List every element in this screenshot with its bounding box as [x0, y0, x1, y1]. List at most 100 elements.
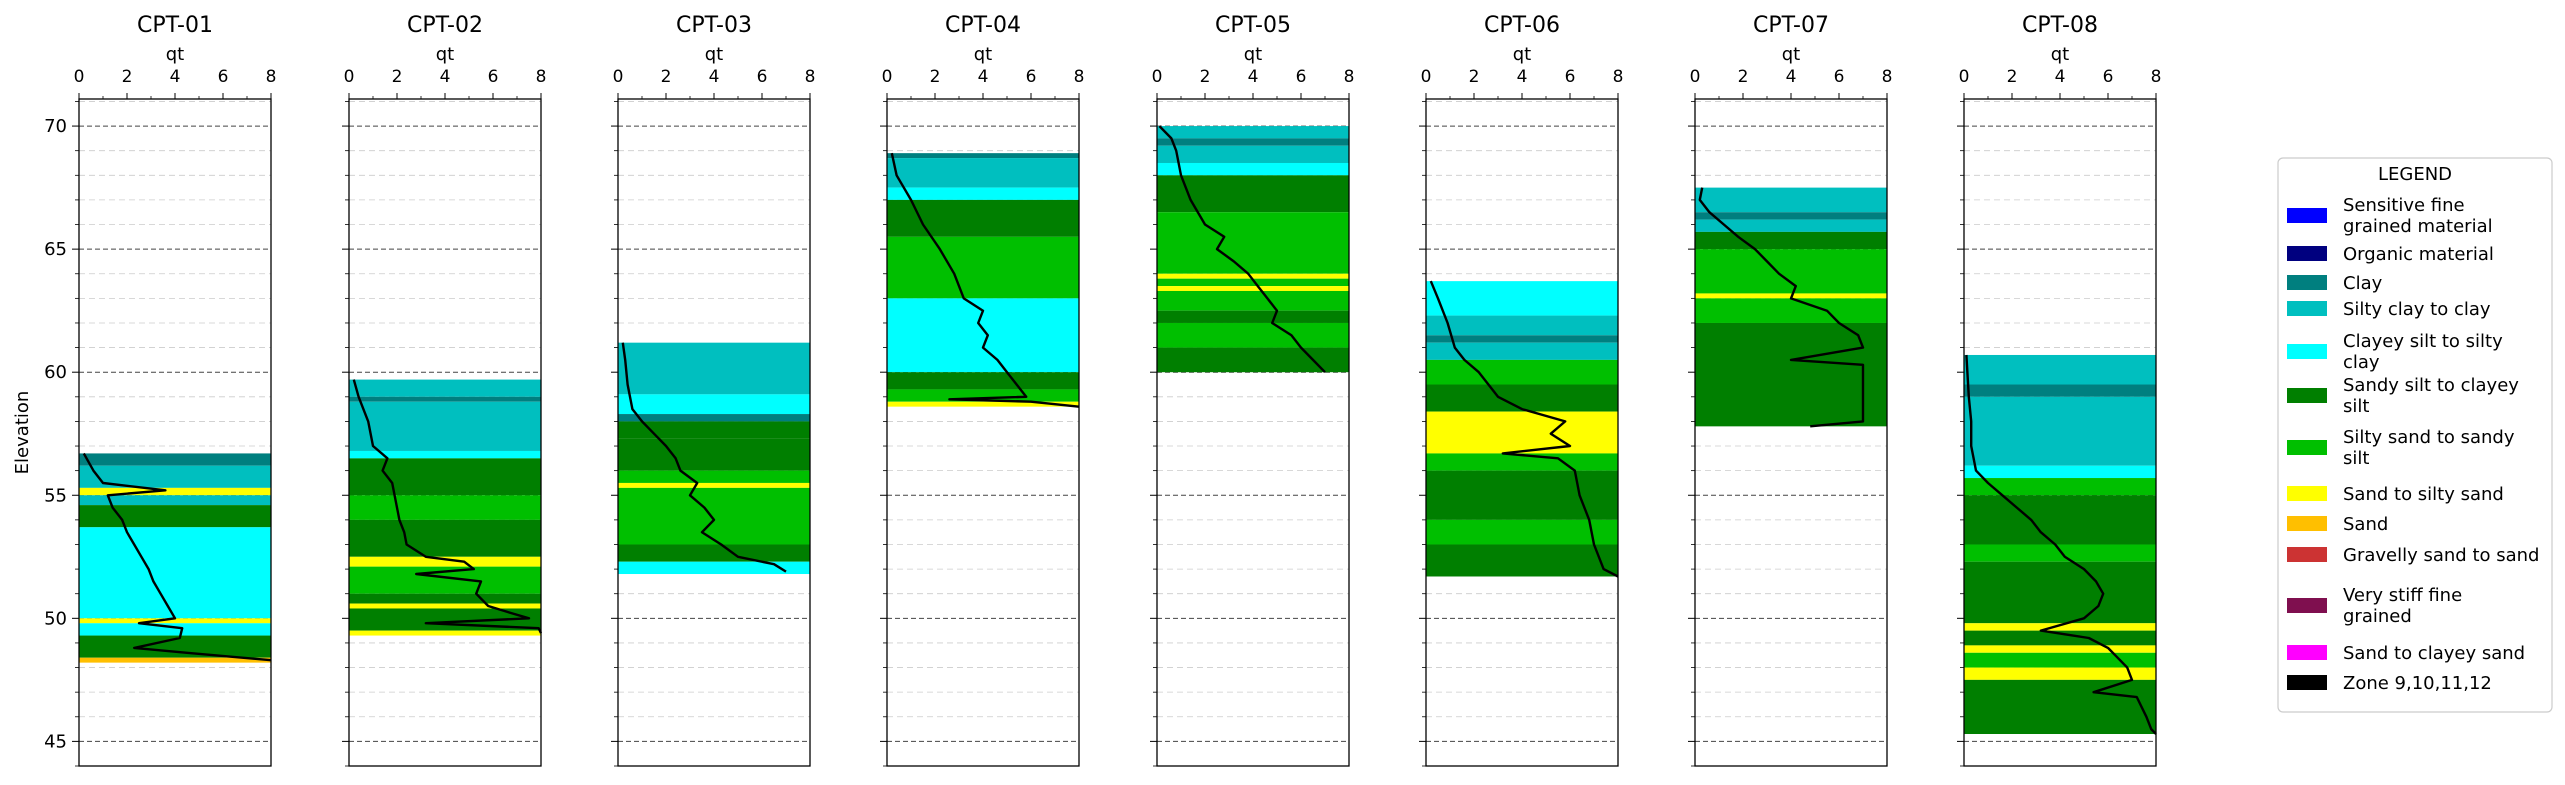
soil-layer — [79, 465, 271, 488]
y-tick-label: 60 — [44, 362, 67, 383]
x-axis-label: qt — [1782, 44, 1800, 65]
x-tick-label: 2 — [1469, 67, 1480, 87]
x-tick-label: 2 — [122, 67, 133, 87]
x-tick-label: 8 — [1882, 67, 1893, 87]
soil-layer — [1426, 335, 1618, 343]
soil-layer — [349, 450, 541, 459]
x-axis-label: qt — [974, 44, 992, 65]
soil-layer — [618, 394, 810, 415]
soil-layer — [1964, 561, 2156, 624]
soil-layer — [1695, 249, 1887, 294]
soil-layer — [1157, 310, 1349, 323]
x-tick-label: 6 — [1296, 67, 1307, 87]
qt-profile-line — [1965, 354, 2157, 735]
y-tick-label: 70 — [44, 116, 67, 137]
qt-profile-line — [621, 342, 787, 573]
soil-layer — [887, 401, 1079, 407]
panel-title: CPT-02 — [407, 13, 483, 38]
panel-title: CPT-08 — [2022, 13, 2098, 38]
soil-layer — [79, 453, 271, 466]
legend-swatch — [2287, 645, 2327, 660]
x-tick-label: 2 — [661, 67, 672, 87]
soil-layer — [1426, 544, 1618, 577]
soil-layer — [349, 401, 541, 451]
legend-title: LEGEND — [2378, 164, 2452, 185]
soil-layer — [618, 342, 810, 395]
x-tick-label: 2 — [2007, 67, 2018, 87]
soil-layer — [79, 623, 271, 636]
x-tick-label: 4 — [2055, 67, 2066, 87]
x-tick-label: 6 — [1834, 67, 1845, 87]
legend-label: Very stiff fine grained — [2343, 585, 2462, 627]
x-tick-label: 8 — [1344, 67, 1355, 87]
x-axis-label: qt — [436, 44, 454, 65]
x-tick-label: 0 — [613, 67, 624, 87]
qt-profile-line — [352, 379, 543, 634]
soil-layer — [1426, 470, 1618, 520]
soil-layer — [349, 593, 541, 604]
soil-layer — [1157, 126, 1349, 139]
soil-layer — [1964, 667, 2156, 680]
x-tick-label: 4 — [978, 67, 989, 87]
soil-layer — [79, 527, 271, 619]
x-tick-label: 8 — [805, 67, 816, 87]
soil-layer — [1157, 290, 1349, 311]
soil-layer — [1964, 652, 2156, 668]
x-tick-label: 2 — [930, 67, 941, 87]
legend-swatch — [2287, 344, 2327, 359]
soil-layer — [1157, 322, 1349, 348]
soil-layer — [1157, 162, 1349, 176]
panel-cpt-01: CPT-01 qt 0 2 4 6 8 — [72, 13, 277, 767]
soil-layer — [79, 487, 271, 496]
x-tick-label: 6 — [1026, 67, 1037, 87]
panel-cpt-06: CPT-06 qt 0 2 4 6 8 — [1419, 13, 1623, 767]
x-tick-label: 8 — [536, 67, 547, 87]
x-tick-label: 8 — [266, 67, 277, 87]
legend-label: Silty sand to sandy silt — [2343, 427, 2515, 469]
soil-layer — [1157, 175, 1349, 213]
y-tick-label: 45 — [44, 731, 67, 752]
x-tick-label: 2 — [1738, 67, 1749, 87]
legend-label: Clay — [2343, 273, 2383, 294]
legend-label: Silty clay to clay — [2343, 299, 2491, 320]
soil-layer — [349, 603, 541, 609]
x-tick-label: 4 — [709, 67, 720, 87]
soil-layer — [1964, 354, 2156, 385]
x-axis-label: qt — [166, 44, 184, 65]
x-tick-label: 0 — [882, 67, 893, 87]
soil-layer — [887, 153, 1079, 159]
panel-title: CPT-04 — [945, 13, 1021, 38]
soil-layer — [1157, 212, 1349, 274]
soil-layer — [1695, 298, 1887, 323]
soil-layer — [349, 458, 541, 496]
legend-swatch — [2287, 301, 2327, 316]
soil-layer — [1964, 465, 2156, 479]
soil-layer — [1426, 315, 1618, 336]
soil-layer — [1964, 544, 2156, 562]
soil-layer — [1695, 187, 1887, 213]
x-axis-label: qt — [705, 44, 723, 65]
panel-title: CPT-06 — [1484, 13, 1560, 38]
soil-layer — [1964, 630, 2156, 646]
panel-cpt-05: CPT-05 qt 0 2 4 6 8 — [1150, 13, 1355, 767]
x-axis-label: qt — [1244, 44, 1262, 65]
x-tick-label: 0 — [1421, 67, 1432, 87]
soil-layer — [1695, 231, 1887, 250]
soil-layer — [887, 389, 1079, 402]
soil-layer — [1964, 495, 2156, 545]
legend-label: Sandy silt to clayey silt — [2343, 375, 2519, 417]
soil-layer — [1964, 384, 2156, 397]
soil-layer — [618, 421, 810, 439]
x-tick-label: 4 — [440, 67, 451, 87]
panel-frame — [78, 98, 272, 767]
soil-layer — [887, 187, 1079, 200]
soil-layer — [349, 495, 541, 520]
legend-label: Sand — [2343, 514, 2388, 535]
soil-layer — [1964, 623, 2156, 631]
soil-layer — [1157, 138, 1349, 146]
x-tick-label: 6 — [218, 67, 229, 87]
x-tick-label: 8 — [1074, 67, 1085, 87]
soil-layer — [1964, 645, 2156, 653]
x-tick-label: 4 — [1786, 67, 1797, 87]
